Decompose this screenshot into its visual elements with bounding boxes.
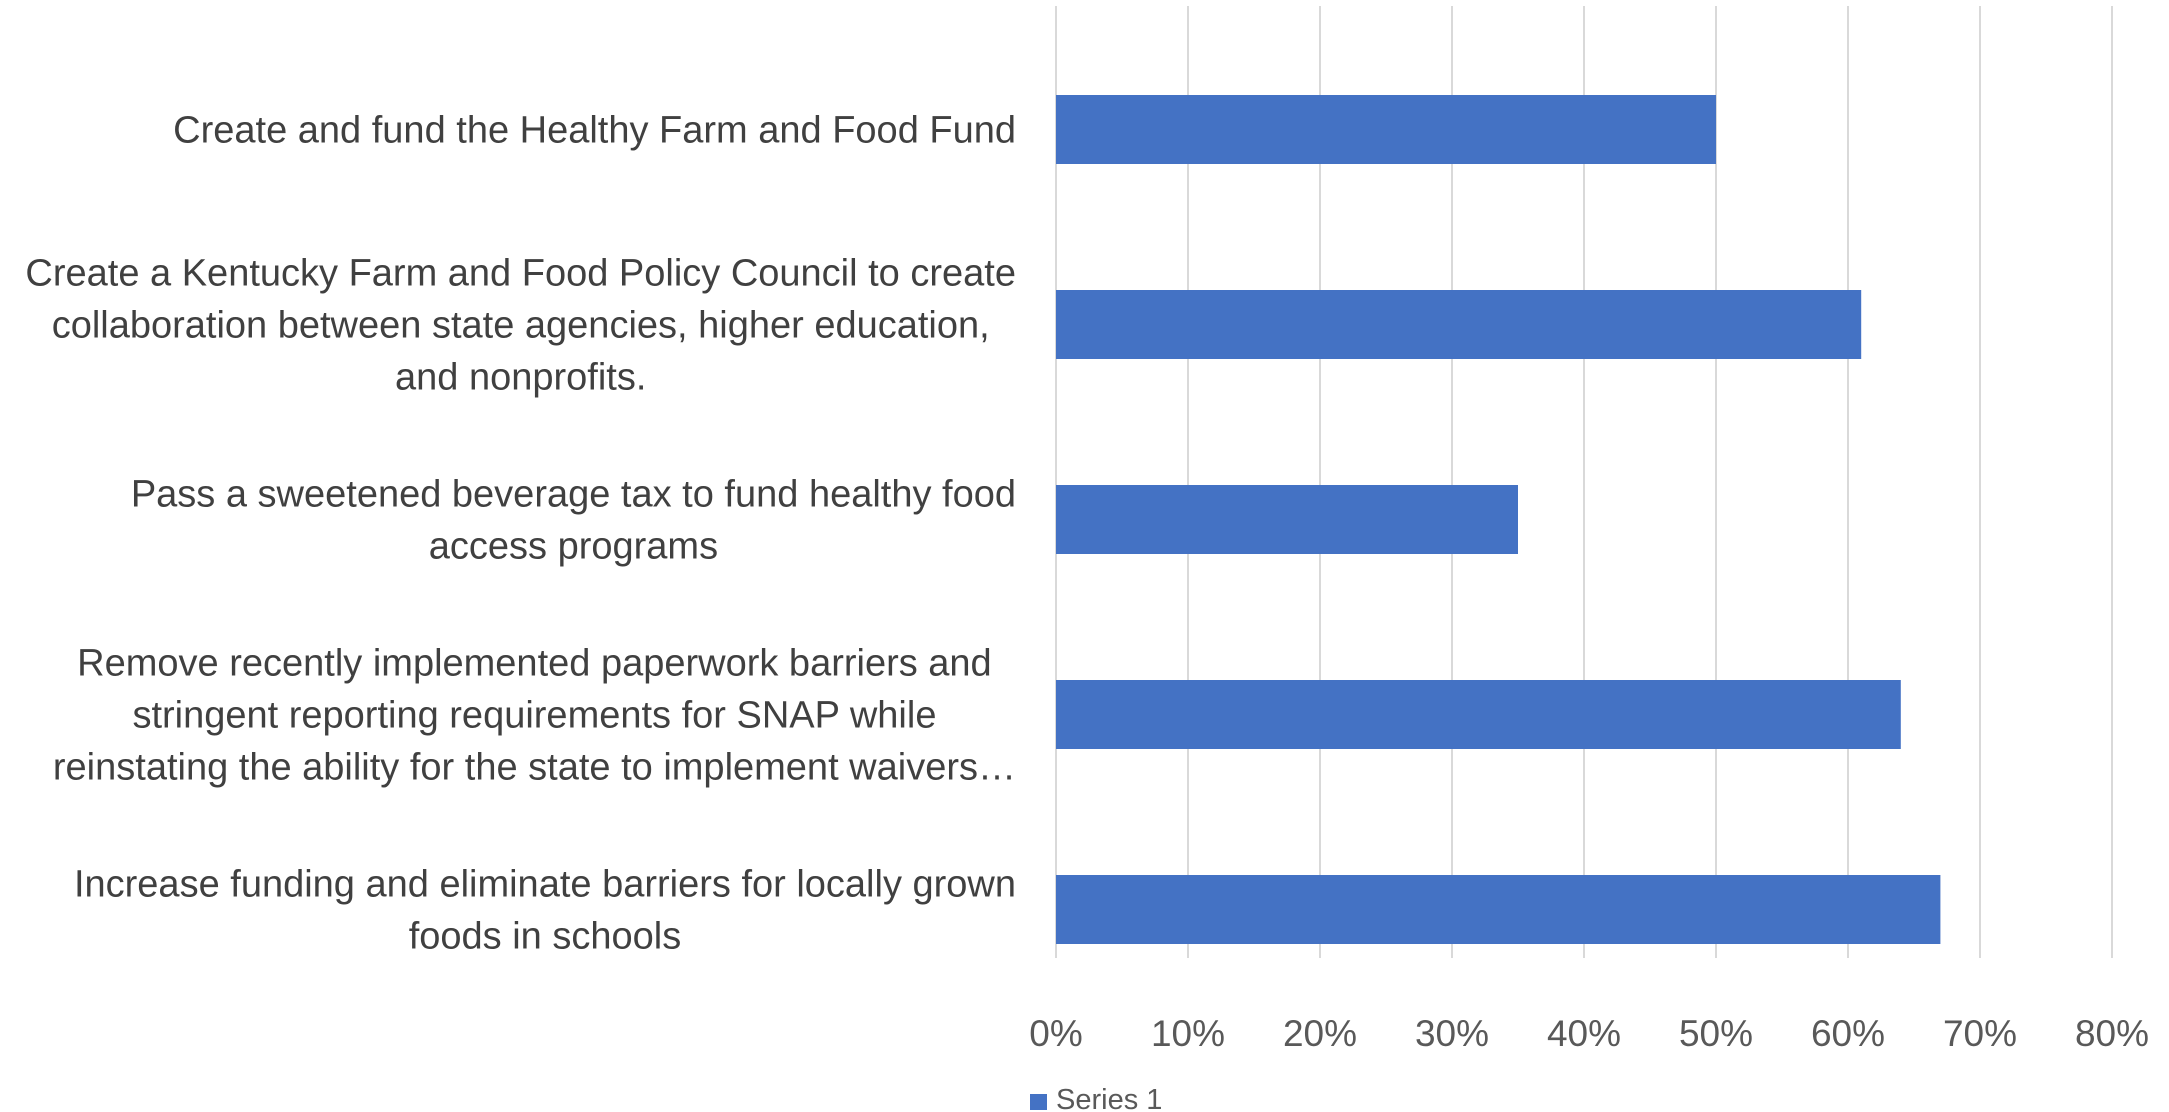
category-label-line: and nonprofits. bbox=[395, 357, 646, 399]
x-tick-label: 10% bbox=[1151, 1013, 1225, 1054]
x-tick-label: 0% bbox=[1029, 1013, 1082, 1054]
category-label-line: Create a Kentucky Farm and Food Policy C… bbox=[25, 253, 1016, 295]
category-label-line: foods in schools bbox=[409, 916, 682, 958]
category-label-line: reinstating the ability for the state to… bbox=[53, 747, 1016, 789]
category-label-line: Increase funding and eliminate barriers … bbox=[74, 864, 1016, 906]
x-tick-labels: 0% 10% 20% 30% 40% 50% 60% 70% 80% bbox=[1029, 1013, 2149, 1054]
x-tick-label: 40% bbox=[1547, 1013, 1621, 1054]
category-label: Increase funding and eliminate barriers … bbox=[74, 864, 1016, 958]
gridlines bbox=[1055, 6, 2113, 958]
bar bbox=[1056, 290, 1862, 359]
category-label-line: access programs bbox=[429, 526, 718, 568]
category-label-line: Remove recently implemented paperwork ba… bbox=[77, 643, 992, 685]
category-label-line: collaboration between state agencies, hi… bbox=[52, 305, 990, 347]
x-tick-label: 80% bbox=[2075, 1013, 2149, 1054]
x-tick-label: 20% bbox=[1283, 1013, 1357, 1054]
category-label-line: Create and fund the Healthy Farm and Foo… bbox=[173, 110, 1016, 152]
category-label-line: stringent reporting requirements for SNA… bbox=[132, 695, 936, 737]
category-labels: Create and fund the Healthy Farm and Foo… bbox=[25, 110, 1016, 958]
legend-label-series-1: Series 1 bbox=[1056, 1084, 1162, 1112]
x-tick-label: 30% bbox=[1415, 1013, 1489, 1054]
bar bbox=[1056, 680, 1901, 749]
category-label: Pass a sweetened beverage tax to fund he… bbox=[131, 474, 1016, 568]
x-tick-label: 70% bbox=[1943, 1013, 2017, 1054]
category-label: Create and fund the Healthy Farm and Foo… bbox=[173, 110, 1016, 152]
bar bbox=[1056, 485, 1518, 554]
category-label: Create a Kentucky Farm and Food Policy C… bbox=[25, 253, 1016, 399]
bar bbox=[1056, 875, 1941, 944]
category-label: Remove recently implemented paperwork ba… bbox=[53, 643, 1016, 789]
legend: Series 1 bbox=[1030, 1084, 1162, 1112]
bars bbox=[1056, 95, 1941, 944]
x-tick-label: 50% bbox=[1679, 1013, 1753, 1054]
legend-swatch-series-1 bbox=[1030, 1094, 1047, 1110]
bar bbox=[1056, 95, 1716, 164]
x-tick-label: 60% bbox=[1811, 1013, 1885, 1054]
category-label-line: Pass a sweetened beverage tax to fund he… bbox=[131, 474, 1016, 516]
